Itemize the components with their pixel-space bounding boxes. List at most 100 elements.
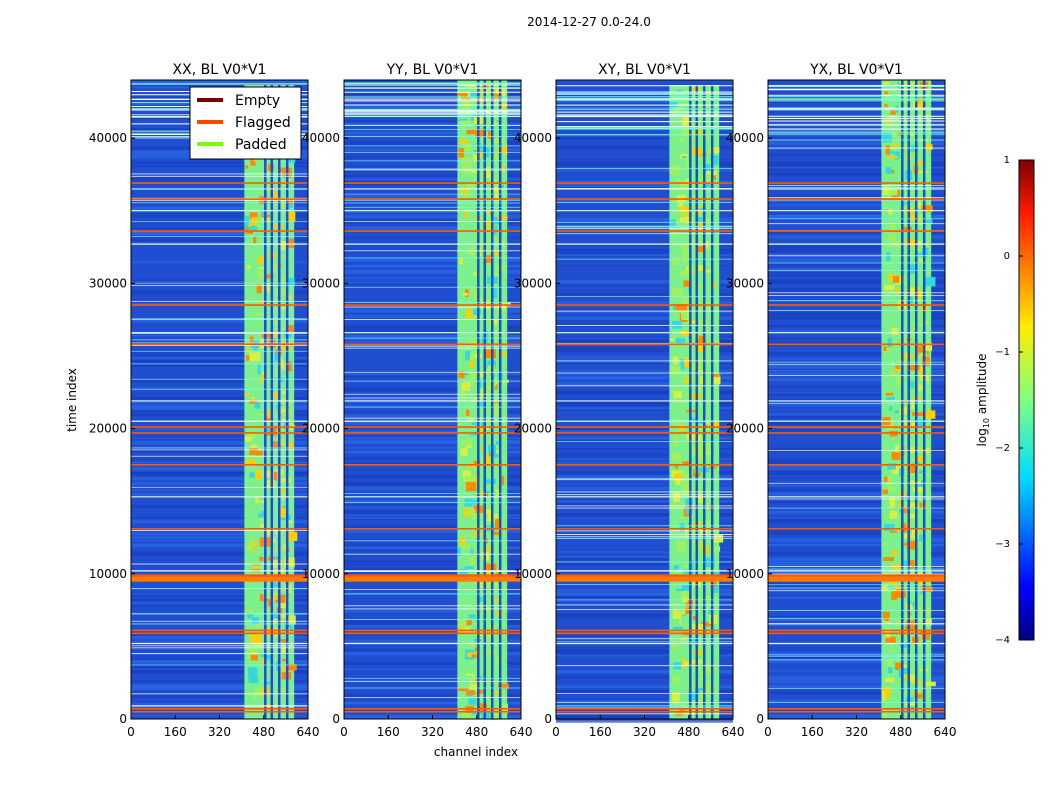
band-blotch <box>498 146 507 155</box>
noise-strip <box>131 458 308 461</box>
noise-strip <box>768 234 945 239</box>
noise-strip <box>131 441 308 445</box>
noise-strip <box>344 563 521 566</box>
noise-strip <box>344 375 521 378</box>
noise-strip <box>131 482 308 486</box>
band-blotch <box>492 330 504 334</box>
band-blotch <box>892 143 898 148</box>
band-blotch <box>287 278 295 286</box>
band-blotch <box>470 353 482 358</box>
noise-strip <box>131 694 308 698</box>
band-blotch <box>680 330 691 337</box>
noise-strip <box>768 510 945 514</box>
band-blotch <box>280 378 284 383</box>
noise-strip <box>556 437 733 440</box>
band-blotch <box>712 374 721 379</box>
band-blotch <box>712 376 721 385</box>
noise-strip <box>556 400 733 404</box>
band-blotch <box>670 165 676 169</box>
band-blotch <box>701 622 712 627</box>
noise-strip <box>556 244 733 247</box>
band-blotch <box>462 107 467 113</box>
band-blotch <box>917 686 923 694</box>
band-blotch <box>252 693 257 699</box>
band-blotch <box>884 284 894 291</box>
band-blotch <box>914 470 925 474</box>
band-blotch <box>478 596 483 602</box>
band-blotch <box>675 303 687 311</box>
band-blotch <box>494 335 502 339</box>
band-blotch <box>264 572 269 577</box>
band-blotch <box>887 650 892 653</box>
noise-strip <box>131 592 308 595</box>
band-blotch <box>281 306 287 310</box>
noise-strip <box>344 314 521 318</box>
noise-strip <box>768 352 945 356</box>
band-blotch <box>470 660 480 663</box>
noise-strip <box>344 650 521 653</box>
noise-strip <box>131 551 308 556</box>
noise-strip <box>768 329 945 334</box>
band-blotch <box>254 688 263 696</box>
colorbar-tick-label: 1 <box>1004 155 1010 166</box>
band-blotch <box>458 371 465 379</box>
noise-strip <box>344 148 521 151</box>
band-blotch <box>472 533 482 537</box>
noise-strip <box>768 262 945 266</box>
noise-strip <box>344 401 521 404</box>
band-blotch <box>676 338 685 344</box>
noise-strip <box>556 184 733 187</box>
band-blotch <box>679 217 688 223</box>
panel-title: XY, BL V0*V1 <box>598 62 691 78</box>
x-tick-label: 480 <box>889 725 912 739</box>
band-blotch <box>703 132 710 139</box>
band-blotch <box>473 678 479 683</box>
legend-flagged-label: Flagged <box>235 115 291 131</box>
noise-strip <box>344 469 521 471</box>
y-tick-label: 20000 <box>302 422 340 436</box>
band-blotch <box>699 108 703 112</box>
band-blotch <box>287 212 296 222</box>
band-blotch <box>462 712 471 720</box>
noise-strip <box>131 400 308 404</box>
band-blotch <box>882 691 886 702</box>
noise-strip <box>344 639 521 644</box>
band-blotch <box>676 588 683 592</box>
noise-strip <box>556 433 733 435</box>
noise-strip <box>556 461 733 464</box>
band-blotch <box>891 327 899 336</box>
band-blotch <box>492 193 499 202</box>
band-blotch <box>894 275 905 285</box>
band-blotch <box>683 280 692 287</box>
noise-strip <box>131 670 308 674</box>
noise-strip <box>556 373 733 375</box>
band-blotch <box>465 350 471 361</box>
noise-strip <box>131 477 308 481</box>
band-blotch <box>699 701 706 706</box>
band-blotch <box>259 301 264 304</box>
band-blotch <box>459 626 463 633</box>
noise-strip <box>768 223 945 226</box>
band-blotch <box>287 295 292 300</box>
band-blotch <box>696 453 707 461</box>
band-blotch <box>491 598 501 602</box>
band-blotch <box>271 559 283 568</box>
band-blotch <box>457 547 461 557</box>
band-blotch <box>681 128 693 137</box>
band-blotch <box>918 579 926 586</box>
band-blotch <box>471 675 476 685</box>
noise-strip <box>556 525 733 528</box>
band-blotch <box>900 144 909 148</box>
noise-strip <box>344 502 521 505</box>
x-tick-label: 320 <box>845 725 868 739</box>
colorbar-tick-label: −2 <box>995 443 1010 454</box>
legend-empty-label: Empty <box>235 93 280 109</box>
noise-strip <box>768 660 945 663</box>
band-blotch <box>255 450 264 456</box>
panel-1: XX, BL V0*V1 0 160 320 480 640 0 10000 20000 3000… <box>89 62 320 739</box>
band-blotch <box>473 693 480 700</box>
noise-strip <box>768 93 945 95</box>
band-blotch <box>461 544 470 550</box>
noise-strip <box>556 456 733 458</box>
noise-strip <box>131 660 308 664</box>
